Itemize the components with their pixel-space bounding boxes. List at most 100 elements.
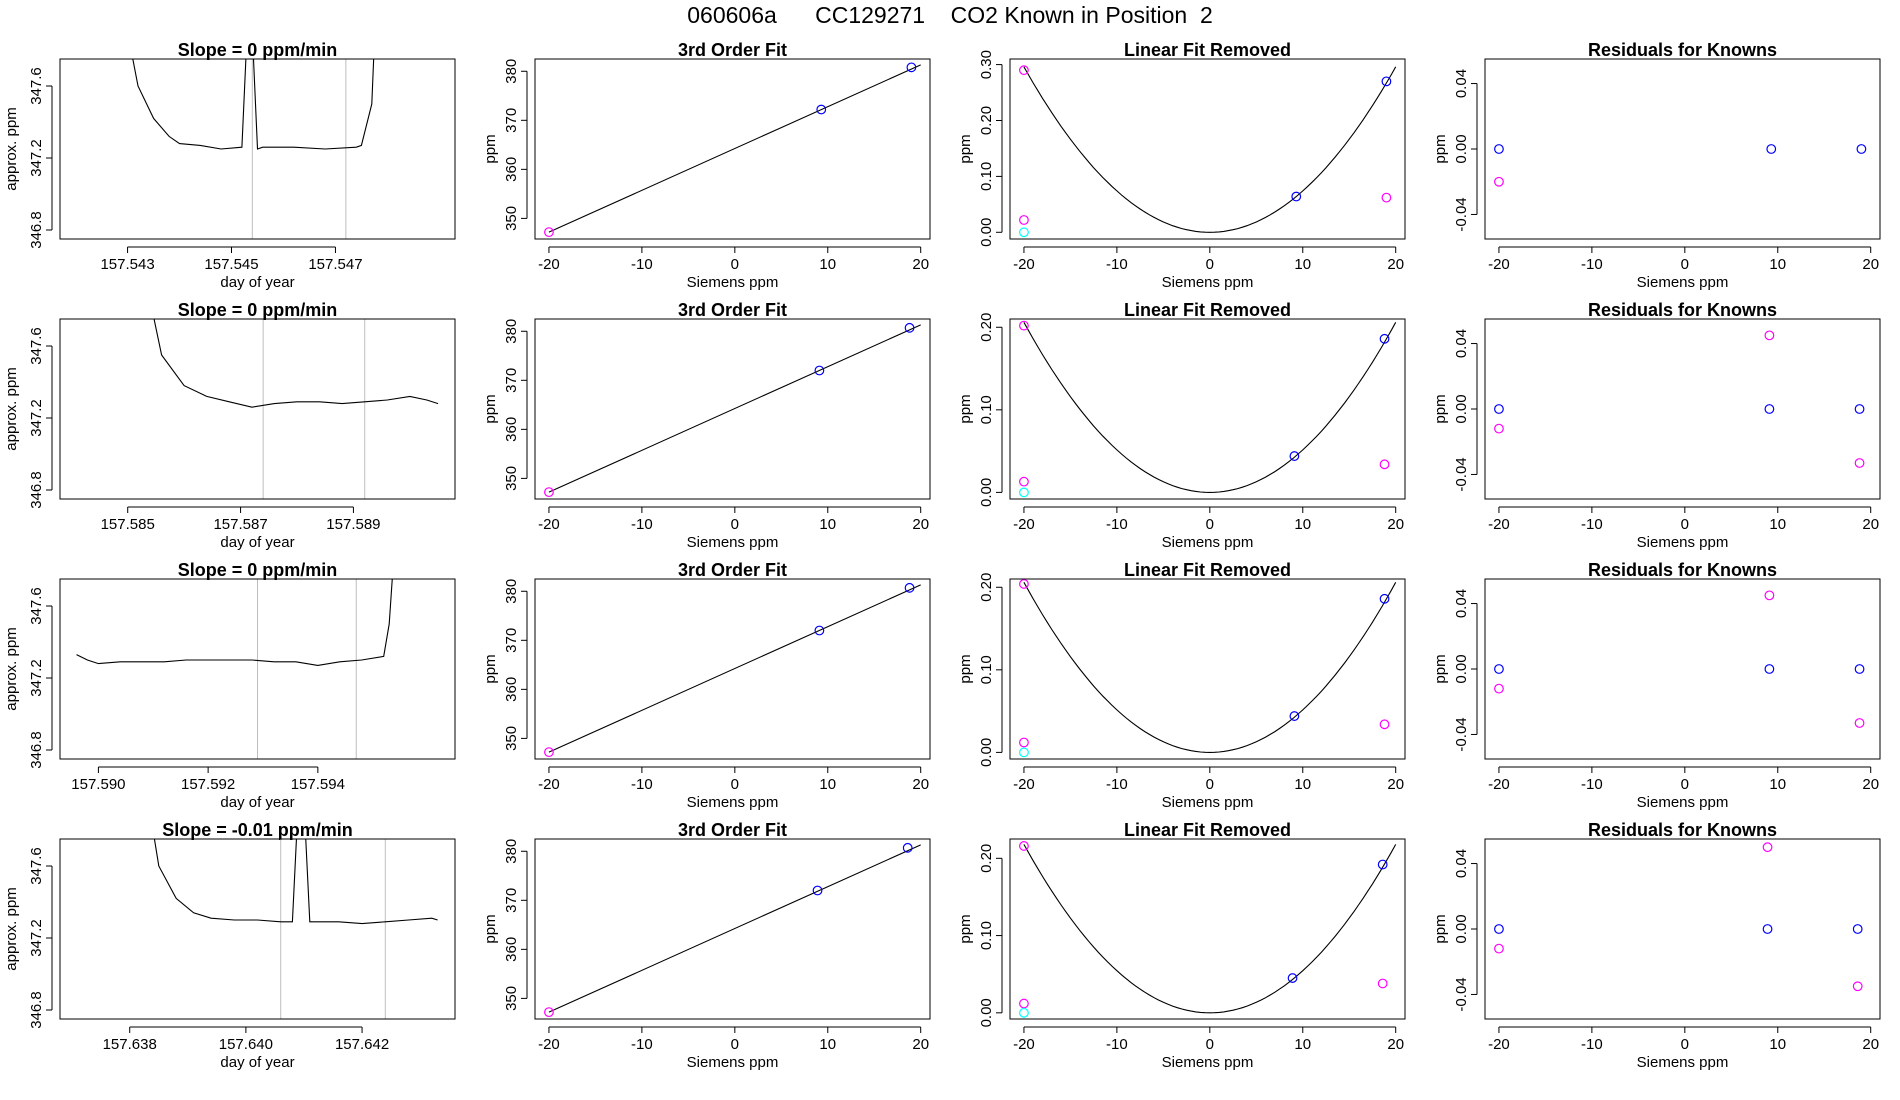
plot-area: [1019, 579, 1397, 758]
x-tick-label: -20: [538, 256, 560, 273]
y-axis-label: ppm: [482, 914, 499, 943]
panel-title: Linear Fit Removed: [1124, 560, 1291, 580]
x-tick-label: 0: [731, 256, 739, 273]
data-point-blue: [1287, 973, 1298, 983]
data-point-magenta: [1019, 215, 1029, 225]
panel-3-0: Slope = -0.01 ppm/min 157.638 157.640 157.6…: [3, 820, 456, 1071]
x-tick-label: 0: [1681, 776, 1689, 793]
x-tick-label: -20: [1488, 516, 1510, 533]
x-axis-label: Siemens ppm: [1637, 534, 1729, 551]
plot-frame: [534, 58, 931, 240]
plot-frame: [59, 838, 456, 1020]
x-tick-label: 157.594: [291, 776, 345, 793]
y-axis-label: ppm: [957, 394, 974, 423]
y-tick-label: 347.2: [28, 919, 45, 957]
y-tick-label: 360: [503, 937, 520, 962]
x-tick-label: 10: [1294, 516, 1311, 533]
data-point-magenta: [1019, 65, 1029, 76]
data-point-magenta: [1762, 842, 1773, 853]
data-point-blue: [1854, 404, 1865, 414]
data-point-blue: [812, 885, 823, 896]
y-tick-label: 0.00: [1453, 394, 1470, 423]
data-point-magenta: [1852, 981, 1863, 992]
x-tick-label: -20: [1013, 516, 1035, 533]
x-axis-label: Siemens ppm: [1162, 1054, 1254, 1071]
x-tick-label: 157.545: [204, 256, 258, 273]
data-point-cyan: [1019, 487, 1029, 498]
panel-2-2: Linear Fit Removed -20 -10 0 10 20 Siemens ppm…: [957, 560, 1406, 811]
x-tick-label: 20: [1387, 256, 1404, 273]
fit-line: [548, 844, 921, 1013]
panel-0-3: Residuals for Knowns -20 -10 0 10 20 Siemens p…: [1432, 40, 1881, 291]
data-point-blue: [1291, 191, 1302, 202]
plot-frame: [59, 578, 456, 760]
plot-area: [76, 579, 393, 759]
data-point-blue: [1854, 664, 1865, 674]
x-tick-label: -10: [1581, 516, 1603, 533]
data-point-blue: [1377, 859, 1388, 870]
x-tick-label: -20: [1488, 1036, 1510, 1053]
concentration-trace: [76, 579, 393, 666]
x-axis-label: Siemens ppm: [1162, 794, 1254, 811]
panel-title: Slope = 0 ppm/min: [178, 300, 338, 320]
y-axis-label: ppm: [1432, 654, 1449, 683]
x-tick-label: 20: [1387, 776, 1404, 793]
y-tick-label: 0.10: [978, 921, 995, 950]
x-axis-label: Siemens ppm: [687, 534, 779, 551]
data-point-blue: [1494, 924, 1504, 934]
x-tick-label: 157.589: [326, 516, 380, 533]
plot-area: [153, 839, 438, 1019]
y-tick-label: 0.04: [1453, 849, 1470, 878]
data-point-cyan: [1019, 1007, 1029, 1018]
data-point-blue: [1289, 451, 1300, 461]
plot-frame: [1484, 838, 1881, 1020]
y-tick-label: 346.8: [28, 991, 45, 1029]
data-point-magenta: [544, 487, 554, 498]
x-tick-label: 10: [1294, 776, 1311, 793]
fit-line: [548, 584, 921, 753]
panel-title: Slope = 0 ppm/min: [178, 560, 338, 580]
y-tick-label: 360: [503, 417, 520, 442]
x-tick-label: 0: [1206, 776, 1214, 793]
x-axis-label: day of year: [220, 794, 294, 811]
plot-frame: [1009, 578, 1406, 760]
x-tick-label: 10: [1769, 256, 1786, 273]
panel-1-2: Linear Fit Removed -20 -10 0 10 20 Siemens ppm…: [957, 300, 1406, 551]
x-tick-label: -20: [1488, 256, 1510, 273]
x-tick-label: -10: [1106, 516, 1128, 533]
x-tick-label: 0: [1206, 256, 1214, 273]
data-point-magenta: [1494, 683, 1504, 694]
plot-area: [132, 59, 375, 239]
x-tick-label: -10: [1581, 776, 1603, 793]
x-tick-label: 10: [819, 516, 836, 533]
panel-1-1: 3rd Order Fit -20 -10 0 10 20 Siemens ppm 350 36…: [482, 300, 931, 551]
x-tick-label: -10: [631, 256, 653, 273]
panel-0-2: Linear Fit Removed -20 -10 0 10 20 Siemens ppm…: [957, 40, 1406, 291]
y-tick-label: 350: [503, 726, 520, 751]
y-tick-label: 380: [503, 839, 520, 864]
data-point-blue: [904, 322, 915, 333]
x-tick-label: 10: [819, 776, 836, 793]
x-tick-label: -20: [538, 1036, 560, 1053]
data-point-blue: [1494, 404, 1504, 414]
y-tick-label: 0.00: [978, 738, 995, 767]
y-axis-label: ppm: [1432, 134, 1449, 163]
plot-frame: [1484, 58, 1881, 240]
y-axis-label: ppm: [482, 134, 499, 163]
data-point-blue: [902, 842, 913, 853]
x-tick-label: 20: [1862, 1036, 1879, 1053]
panel-title: 3rd Order Fit: [678, 40, 787, 60]
panel-title: 3rd Order Fit: [678, 820, 787, 840]
x-tick-label: 10: [1294, 1036, 1311, 1053]
x-tick-label: 157.592: [181, 776, 235, 793]
data-point-magenta: [1381, 192, 1392, 203]
plot-area: [544, 842, 921, 1018]
y-tick-label: 0.00: [1453, 134, 1470, 163]
x-tick-label: 20: [912, 256, 929, 273]
y-tick-label: 0.00: [1453, 914, 1470, 943]
panel-title: Residuals for Knowns: [1588, 300, 1777, 320]
x-tick-label: -10: [631, 516, 653, 533]
data-point-blue: [1379, 593, 1390, 604]
data-point-magenta: [1019, 579, 1029, 589]
y-axis-label: approx. ppm: [3, 107, 20, 190]
